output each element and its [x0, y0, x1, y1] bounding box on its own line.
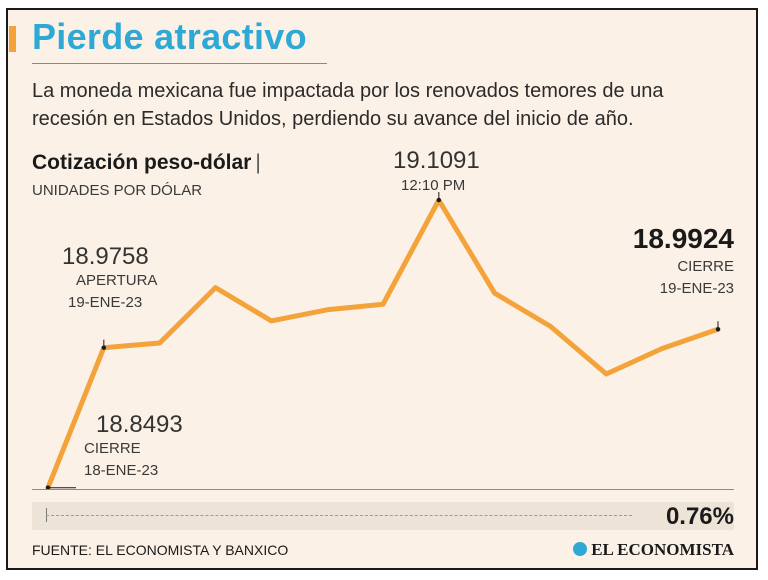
title-underline — [32, 63, 327, 64]
annotation-open-line2: 19-ENE-23 — [68, 294, 143, 311]
annotation-close-line1: CIERRE — [677, 258, 734, 275]
series-line — [45, 197, 721, 491]
y-axis-label: UNIDADES POR DÓLAR — [32, 182, 203, 199]
annotation-peak-time: 12:10 PM — [401, 177, 466, 194]
change-bar — [32, 502, 734, 530]
annotation-peak-value: 19.1091 — [393, 147, 480, 174]
annotation-start-line1: CIERRE — [84, 440, 141, 457]
subtitle: La moneda mexicana fue impactada por los… — [32, 80, 664, 130]
chart-title-separator: | — [255, 151, 261, 174]
brand-name: EL ECONOMISTA — [591, 540, 734, 559]
title-accent-bar — [9, 26, 16, 52]
annotation-start-value: 18.8493 — [96, 411, 183, 438]
annotation-start-line2: 18-ENE-23 — [84, 462, 159, 479]
brand-icon — [573, 542, 588, 556]
change-bar-track — [46, 515, 632, 516]
page-title: Pierde atractivo — [32, 16, 307, 57]
chart-baseline — [32, 489, 734, 490]
infographic-card — [6, 8, 758, 570]
annotation-close-value: 18.9924 — [632, 223, 734, 254]
chart-title: Cotización peso-dólar | — [32, 151, 261, 175]
annotation-open-line1: APERTURA — [76, 272, 158, 289]
source-note: FUENTE: EL ECONOMISTA Y BANXICO — [32, 542, 289, 558]
annotation-open-value: 18.9758 — [62, 243, 149, 270]
change-percent: 0.76% — [665, 503, 734, 530]
annotation-close-line2: 19-ENE-23 — [659, 280, 734, 297]
chart-title-text: Cotización peso-dólar — [32, 151, 252, 174]
brand-logo: EL ECONOMISTA — [573, 540, 734, 560]
